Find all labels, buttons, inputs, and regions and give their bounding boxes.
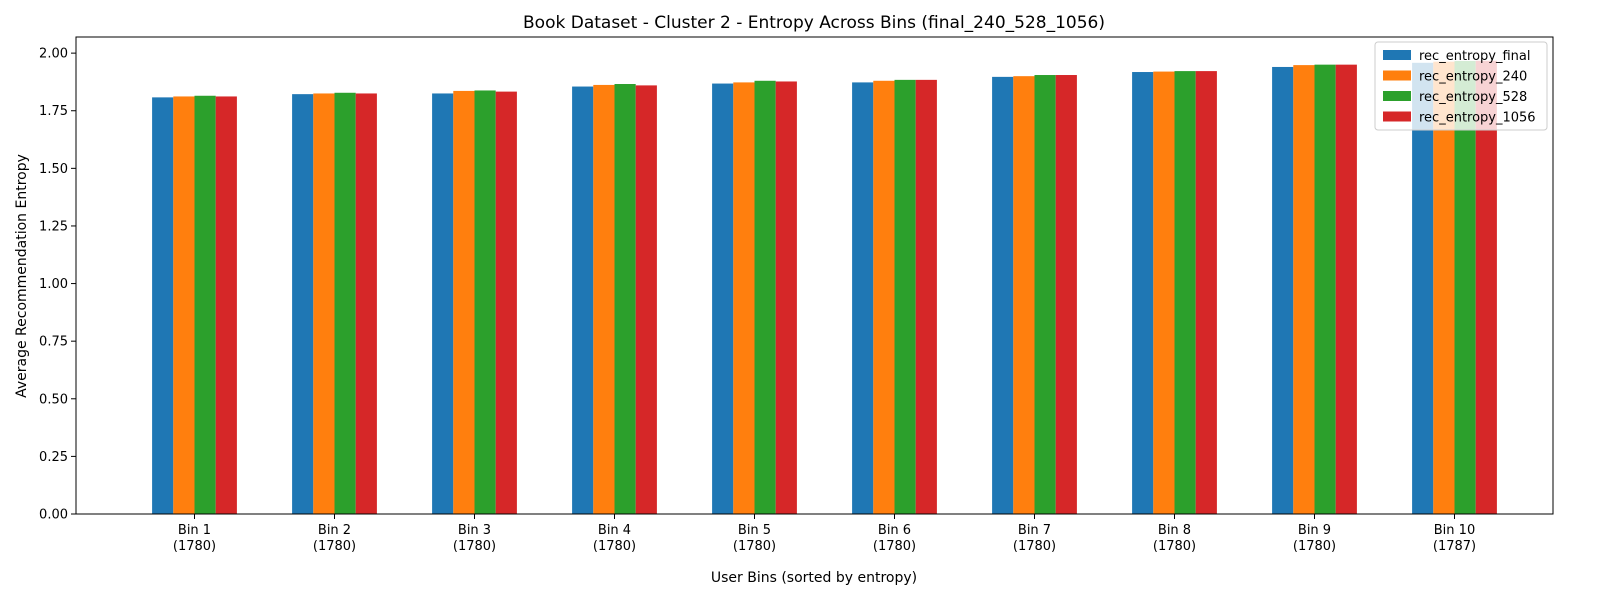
legend-label: rec_entropy_final (1419, 49, 1531, 64)
bar-rec_entropy_1056-bin-6 (915, 79, 937, 515)
bar-rec_entropy_240-bin-5 (733, 82, 755, 515)
legend: rec_entropy_final rec_entropy_240 rec_entr… (1374, 41, 1548, 131)
bar-rec_entropy_240-bin-3 (453, 90, 475, 515)
bar-rec_entropy_1056-bin-10 (1475, 60, 1497, 514)
bar-rec_entropy_528-bin-6 (894, 79, 916, 515)
y-axis-title: Average Recommendation Entropy (14, 154, 30, 398)
y-tick-label: 0.25 (39, 450, 68, 465)
legend-swatch-rec_entropy_240 (1383, 70, 1411, 81)
x-tick-count-label: (1780) (1293, 539, 1336, 554)
x-tick-label: Bin 5 (738, 523, 771, 538)
bar-rec_entropy_final-bin-8 (1132, 72, 1154, 514)
legend-swatch-rec_entropy_final (1383, 50, 1411, 60)
bar-rec_entropy_240-bin-7 (1013, 76, 1035, 515)
x-tick-count-label: (1780) (593, 539, 636, 554)
y-tick-label: 0.75 (39, 335, 68, 350)
x-tick-label: Bin 3 (458, 523, 491, 538)
bar-rec_entropy_1056-bin-9 (1335, 64, 1357, 515)
x-tick-count-label: (1780) (873, 539, 916, 554)
y-tick-label: 1.75 (39, 104, 68, 119)
bar-rec_entropy_240-bin-2 (313, 93, 335, 515)
bar-rec_entropy_528-bin-2 (334, 92, 356, 515)
bar-rec_entropy_240-bin-4 (593, 84, 615, 515)
y-tick-label: 2.00 (39, 47, 68, 62)
x-tick-label: Bin 9 (1298, 523, 1331, 538)
bar-rec_entropy_1056-bin-3 (495, 91, 517, 515)
bar-rec_entropy_final-bin-2 (292, 94, 314, 515)
y-tick-label: 1.00 (39, 277, 68, 292)
bar-rec_entropy_1056-bin-5 (775, 81, 797, 514)
x-tick-count-label: (1787) (1433, 539, 1476, 554)
bar-rec_entropy_240-bin-9 (1293, 65, 1315, 515)
bar-rec_entropy_528-bin-8 (1174, 71, 1196, 514)
y-tick-label: 0.50 (39, 392, 68, 407)
x-tick-label: Bin 10 (1434, 523, 1475, 538)
x-tick-label: Bin 8 (1158, 523, 1191, 538)
y-tick-label: 1.50 (39, 162, 68, 177)
x-tick-count-label: (1780) (313, 539, 356, 554)
legend-swatch-rec_entropy_1056 (1383, 111, 1411, 122)
x-tick-label: Bin 6 (878, 523, 911, 538)
x-tick-count-label: (1780) (733, 539, 776, 554)
bar-rec_entropy_528-bin-1 (194, 95, 216, 514)
legend-label: rec_entropy_528 (1419, 90, 1527, 105)
bar-rec_entropy_final-bin-4 (572, 86, 594, 514)
x-tick-count-label: (1780) (453, 539, 496, 554)
bars-layer (152, 60, 1497, 515)
legend-label: rec_entropy_1056 (1419, 111, 1536, 126)
bar-rec_entropy_528-bin-5 (754, 80, 776, 514)
bar-rec_entropy_final-bin-1 (152, 97, 174, 515)
x-tick-label: Bin 2 (318, 523, 351, 538)
legend-swatch-rec_entropy_528 (1383, 91, 1411, 101)
bar-rec_entropy_1056-bin-4 (635, 85, 657, 514)
legend-label: rec_entropy_240 (1419, 70, 1527, 85)
x-axis-title: User Bins (sorted by entropy) (711, 570, 917, 586)
bar-rec_entropy_final-bin-7 (992, 76, 1014, 515)
bar-rec_entropy_240-bin-1 (173, 96, 195, 514)
bar-rec_entropy_1056-bin-1 (215, 96, 237, 514)
bar-rec_entropy_final-bin-10 (1412, 62, 1434, 515)
x-tick-count-label: (1780) (1013, 539, 1056, 554)
bar-rec_entropy_528-bin-7 (1034, 75, 1056, 515)
bar-rec_entropy_final-bin-6 (852, 82, 874, 515)
x-tick-label: Bin 1 (178, 523, 211, 538)
bar-rec_entropy_1056-bin-7 (1055, 75, 1077, 515)
x-tick-count-label: (1780) (173, 539, 216, 554)
x-tick-count-label: (1780) (1153, 539, 1196, 554)
bar-rec_entropy_final-bin-3 (432, 93, 454, 515)
bar-rec_entropy_240-bin-6 (873, 80, 895, 514)
x-tick-label: Bin 4 (598, 523, 631, 538)
bar-rec_entropy_528-bin-9 (1314, 64, 1336, 515)
plot-frame (75, 36, 1554, 515)
x-tick-label: Bin 7 (1018, 523, 1051, 538)
bar-rec_entropy_240-bin-10 (1433, 61, 1455, 514)
bar-rec_entropy_1056-bin-2 (355, 93, 377, 515)
bar-rec_entropy_final-bin-5 (712, 83, 734, 515)
bar-rec_entropy_final-bin-9 (1272, 66, 1294, 515)
legend-box (1374, 41, 1548, 131)
bar-rec_entropy_1056-bin-8 (1195, 71, 1217, 514)
bar-rec_entropy_240-bin-8 (1153, 71, 1175, 514)
bar-rec_entropy_528-bin-3 (474, 90, 496, 515)
axes-layer: 0.00 0.25 0.50 0.75 1.00 1.25 1.50 1.75 2.00 Bin … (39, 36, 1554, 554)
bar-rec_entropy_528-bin-10 (1454, 60, 1476, 514)
chart-title: Book Dataset - Cluster 2 - Entropy Acros… (523, 13, 1105, 33)
bar-rec_entropy_528-bin-4 (614, 84, 636, 514)
y-tick-label: 0.00 (39, 508, 68, 523)
y-tick-label: 1.25 (39, 219, 68, 234)
